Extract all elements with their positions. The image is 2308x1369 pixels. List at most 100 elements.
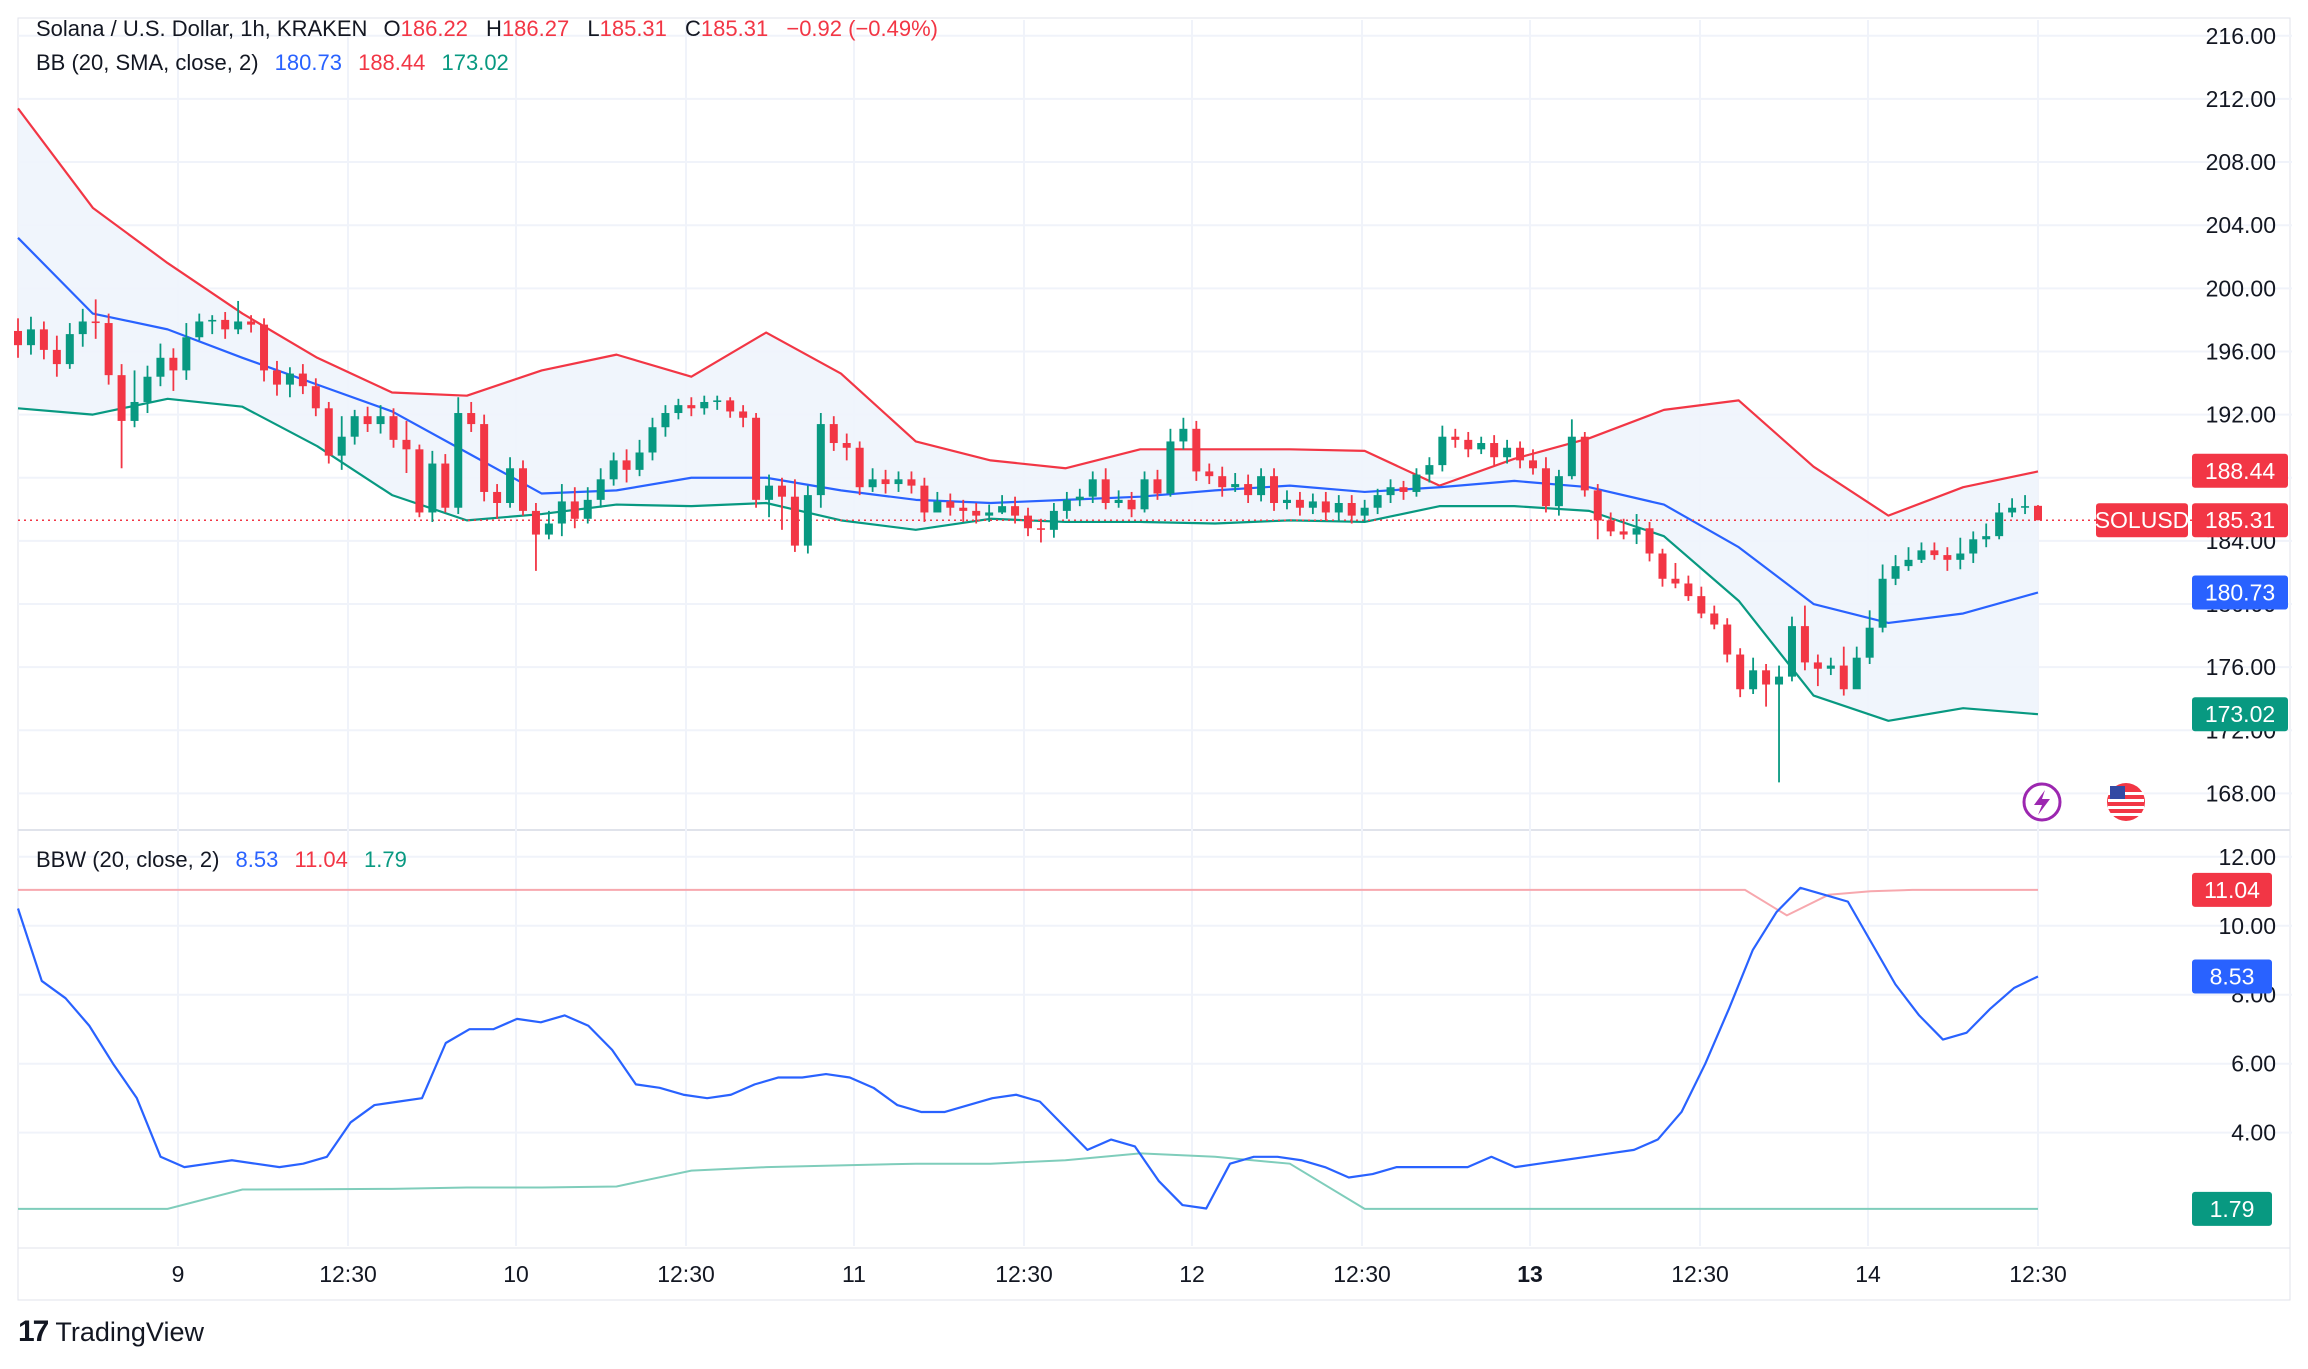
- candle: [985, 504, 994, 522]
- bbw-lowest-value: 1.79: [364, 847, 407, 872]
- candle-body: [415, 449, 424, 513]
- bb-upper-line: [17, 107, 2039, 517]
- candle: [674, 398, 683, 420]
- candle-body: [752, 417, 761, 500]
- candle: [1995, 503, 2004, 540]
- time-tick-label: 12:30: [1671, 1261, 1729, 1287]
- candle-body: [829, 424, 838, 444]
- candle: [1749, 657, 1758, 694]
- candle-body: [1529, 460, 1537, 469]
- candle-body: [674, 405, 683, 414]
- candle: [298, 364, 307, 395]
- candle-body: [1179, 428, 1188, 442]
- bbw-legend[interactable]: BBW (20, close, 2) 8.53 11.04 1.79: [36, 847, 417, 873]
- candle: [1360, 499, 1369, 522]
- candle-body: [1282, 499, 1291, 503]
- price-tick-label: 176.00: [2206, 654, 2276, 680]
- candle-body: [1516, 447, 1525, 461]
- candle: [829, 416, 838, 451]
- candle-body: [78, 321, 87, 335]
- candle-body: [1412, 474, 1421, 492]
- bb-upper-value: 188.44: [358, 50, 426, 75]
- candle: [1308, 493, 1317, 515]
- candle: [907, 471, 916, 494]
- candle: [583, 487, 592, 524]
- candle: [65, 323, 74, 369]
- candle-body: [1438, 436, 1447, 466]
- candle: [1839, 646, 1848, 696]
- candle: [272, 360, 281, 396]
- candle-body: [519, 468, 527, 511]
- candle-body: [104, 323, 113, 376]
- bb-lower-price-tag-text: 173.02: [2205, 701, 2275, 727]
- bbw-value-tag-text: 8.53: [2210, 963, 2255, 989]
- bb-legend[interactable]: BB (20, SMA, close, 2) 180.73 188.44 173…: [36, 50, 519, 76]
- price-tick-label: 200.00: [2206, 275, 2276, 301]
- candle: [454, 397, 463, 515]
- bbw-title: BBW (20, close, 2): [36, 847, 220, 872]
- candle: [1684, 575, 1693, 601]
- tradingview-brand: TradingView: [55, 1316, 204, 1347]
- candle-body: [1541, 468, 1550, 507]
- candle-body: [842, 443, 851, 448]
- candle-body: [933, 501, 942, 513]
- candle-body: [1710, 613, 1719, 625]
- candle-body: [1334, 503, 1343, 513]
- time-tick-label: 10: [503, 1261, 529, 1287]
- candle: [1580, 431, 1589, 497]
- tradingview-logo[interactable]: 17 TradingView: [18, 1315, 204, 1349]
- candle-body: [1593, 490, 1602, 521]
- price-tick-label: 216.00: [2206, 23, 2276, 49]
- bb-lower-price-tag-bg: [2192, 697, 2288, 732]
- candle-body: [622, 460, 631, 470]
- price-tick-label: 168.00: [2206, 780, 2276, 806]
- candle-body: [1619, 531, 1628, 535]
- candle: [2008, 498, 2017, 518]
- chart-frame: [17, 17, 2291, 1301]
- candle: [1295, 491, 1304, 516]
- candle-body: [65, 334, 74, 365]
- bb-upper-price-tag-text: 188.44: [2205, 458, 2276, 484]
- last-price-tag: 185.31: [2192, 503, 2288, 538]
- candle: [1231, 473, 1240, 492]
- candle: [1969, 531, 1978, 563]
- candle-body: [1205, 471, 1214, 477]
- candle-body: [156, 357, 165, 377]
- candle-body: [1231, 484, 1240, 488]
- lightning-icon[interactable]: [2022, 782, 2062, 822]
- candle: [104, 313, 113, 385]
- candle-body: [1036, 528, 1045, 530]
- us-flag-icon[interactable]: [2107, 783, 2145, 821]
- candle-body: [1011, 506, 1020, 516]
- candle: [1593, 484, 1602, 540]
- candle-body: [985, 512, 994, 516]
- bbw-highest-tag-bg: [2192, 872, 2272, 907]
- candle-body: [1878, 578, 1887, 628]
- candle-body: [454, 413, 463, 508]
- candle: [635, 439, 644, 477]
- tradingview-logo-icon: 17: [18, 1315, 49, 1348]
- flag-canton: [2110, 786, 2125, 799]
- candle-body: [1554, 476, 1563, 507]
- bb-lower-value: 173.02: [441, 50, 509, 75]
- candle: [1567, 419, 1576, 480]
- candle: [1373, 488, 1382, 515]
- candle: [1606, 512, 1615, 537]
- candle-body: [1658, 553, 1667, 579]
- candle: [519, 460, 527, 516]
- candle: [1917, 542, 1926, 563]
- open-value: 186.22: [400, 16, 468, 41]
- candle-body: [570, 501, 579, 519]
- candle: [1386, 479, 1395, 503]
- candle-body: [480, 424, 489, 492]
- candle: [350, 409, 359, 445]
- candle: [1399, 480, 1408, 500]
- candle-body: [1982, 536, 1991, 540]
- candle: [2021, 495, 2030, 515]
- candle: [700, 395, 709, 415]
- candle: [777, 477, 786, 530]
- price-tick-label: 196.00: [2206, 338, 2276, 364]
- candle-body: [1943, 555, 1952, 560]
